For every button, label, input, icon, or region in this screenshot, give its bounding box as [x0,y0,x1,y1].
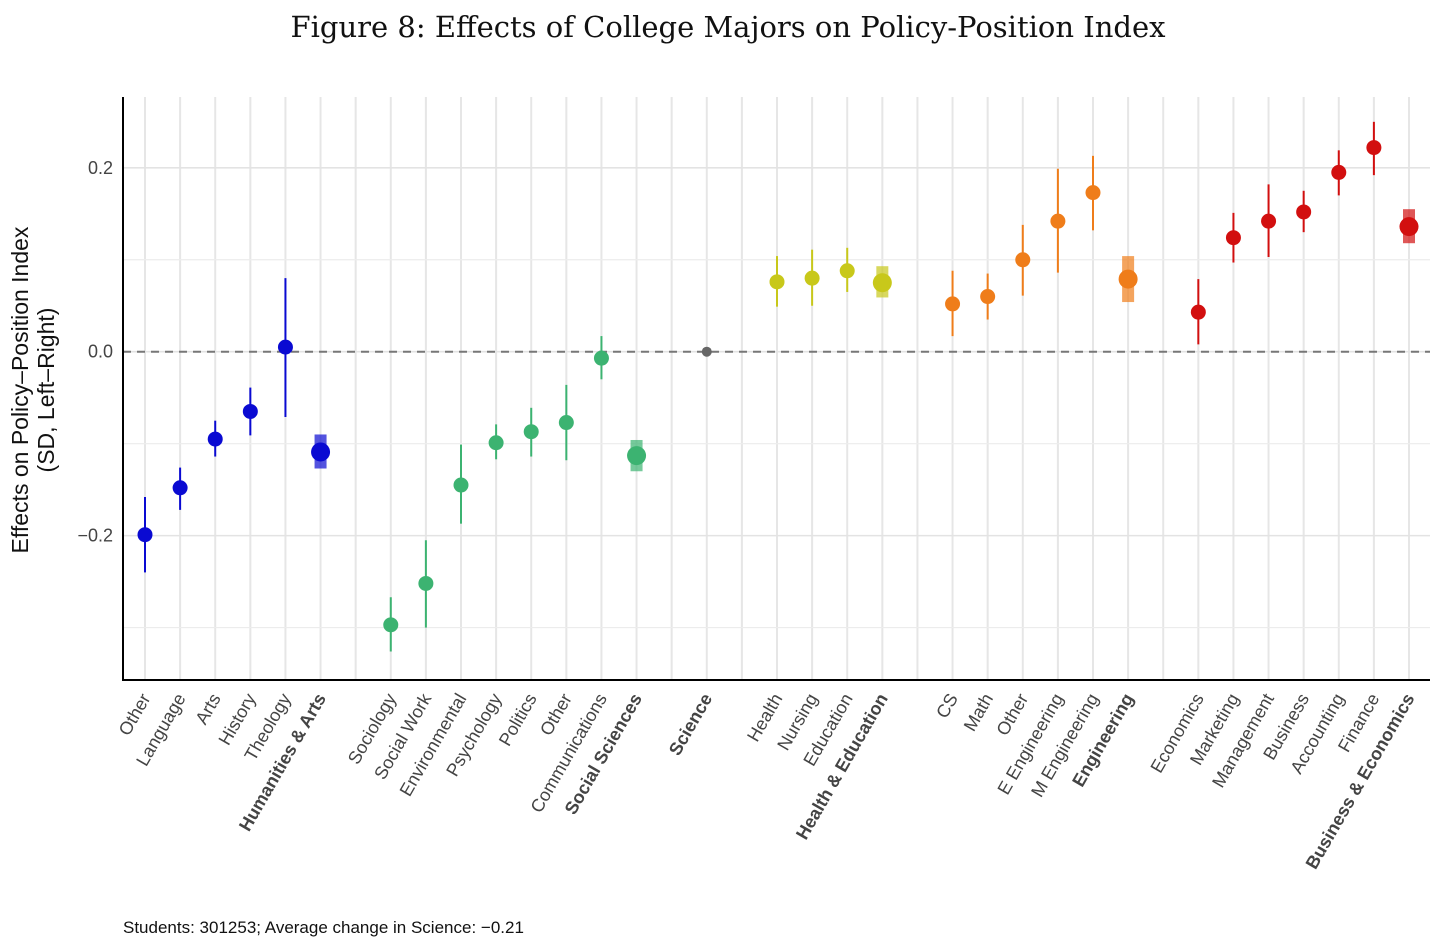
x-tick-label: Arts [191,690,224,728]
aggregate-point [311,442,331,462]
data-point [488,435,504,451]
x-tick-label: CS [932,690,962,722]
y-tick-label: −0.2 [77,526,113,546]
data-point [1225,230,1241,246]
data-point [1366,140,1382,156]
data-point [207,431,223,447]
aggregate-point [1399,217,1419,237]
aggregate-point [627,446,647,466]
data-point [383,617,399,633]
data-point [804,270,820,286]
x-tick-label: Science [665,690,716,759]
data-point [1331,164,1347,180]
data-point [980,289,996,305]
y-tick-label: 0.0 [88,342,113,362]
y-axis-title-line2: (SD, Left–Right) [33,308,59,473]
y-axis-title: Effects on Policy–Position Index (SD, Lef… [7,226,59,553]
chart-title: Figure 8: Effects of College Majors on P… [290,10,1166,44]
data-point [839,263,855,279]
data-point [1085,185,1101,201]
data-point [1190,304,1206,320]
data-point [523,424,539,440]
data-point [1015,252,1031,268]
data-point [242,403,258,419]
aggregate-point [1118,269,1138,289]
y-tick-label: 0.2 [88,158,113,178]
aggregate-point [872,273,892,293]
data-point [418,575,434,591]
data-point [558,415,574,431]
data-point [1050,213,1066,229]
data-point [137,527,153,543]
data-point [172,480,188,496]
data-point [945,296,961,312]
data-point [453,477,469,493]
data-point [593,350,609,366]
data-point [1261,213,1277,229]
y-axis-title-line1: Effects on Policy–Position Index [7,226,33,553]
x-tick-label: Math [960,690,997,735]
data-point [1296,204,1312,220]
footnote: Students: 301253; Average change in Scie… [123,918,524,937]
data-point [769,274,785,290]
data-point [277,339,293,355]
data-point-science [701,346,712,357]
